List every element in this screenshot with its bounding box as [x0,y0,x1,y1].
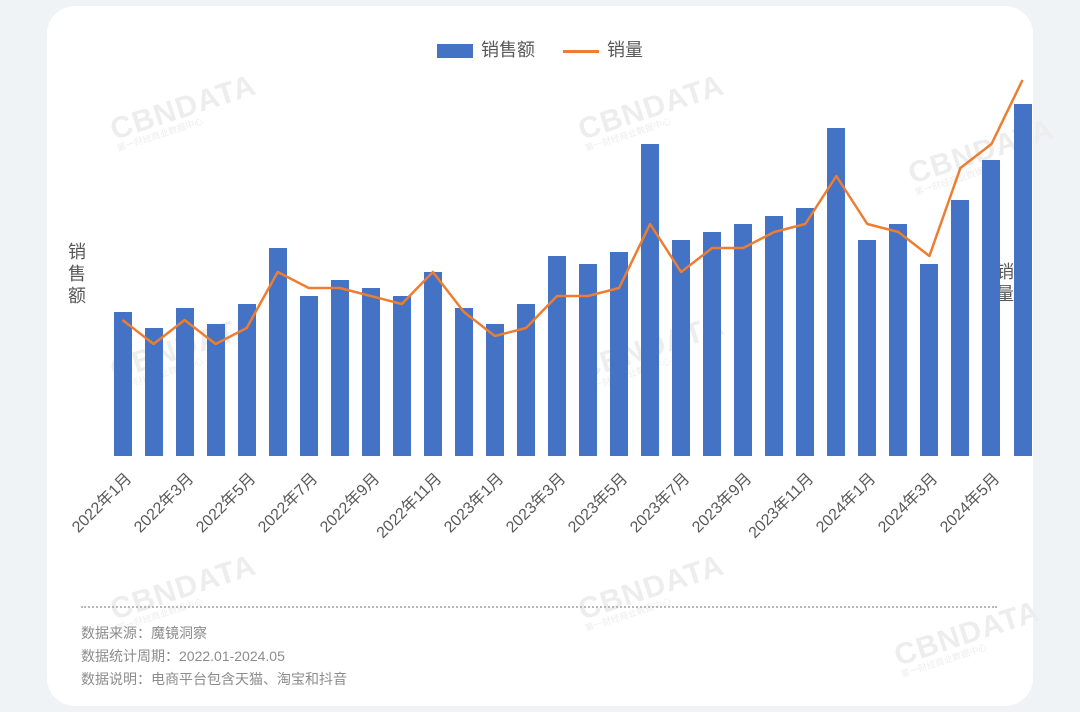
x-tick-label: 2022年11月 [369,466,446,543]
note-line: 数据来源：魔镜洞察 [81,622,347,645]
x-tick-label: 2023年1月 [437,466,508,537]
x-tick-label: 2022年1月 [64,466,135,537]
y-axis-label-left: 销售额 [63,242,89,308]
legend-swatch-line [563,50,599,53]
notes: 数据来源：魔镜洞察 数据统计周期：2022.01-2024.05 数据说明：电商… [81,622,347,691]
plot-area: 销售额 销量 销售额 销量 2022年1月2022年3月2022年5月2022年… [47,6,1033,706]
line-path [123,80,1023,344]
notes-separator [81,606,997,608]
x-tick-label: 2022年5月 [189,466,260,537]
chart-card: CBNDATA第一财经商业数据中心CBNDATA第一财经商业数据中心CBNDAT… [47,6,1033,706]
line-layer [107,56,1007,456]
x-tick-label: 2022年3月 [126,466,197,537]
note-line: 数据说明：电商平台包含天猫、淘宝和抖音 [81,668,347,691]
x-axis-labels: 2022年1月2022年3月2022年5月2022年7月2022年9月2022年… [107,466,1007,606]
x-tick-label: 2023年3月 [499,466,570,537]
x-tick-label: 2023年7月 [623,466,694,537]
bar [1014,104,1032,456]
x-tick-label: 2024年3月 [871,466,942,537]
x-tick-label: 2023年5月 [561,466,632,537]
x-tick-label: 2024年1月 [809,466,880,537]
x-tick-label: 2023年11月 [742,466,819,543]
x-tick-label: 2024年5月 [933,466,1004,537]
x-tick-label: 2022年7月 [251,466,322,537]
note-line: 数据统计周期：2022.01-2024.05 [81,645,347,668]
